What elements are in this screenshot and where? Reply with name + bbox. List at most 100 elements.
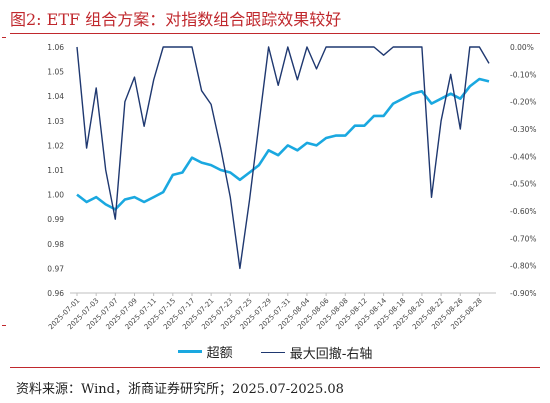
excess-point: [220, 169, 222, 171]
legend-item-excess: 超额: [177, 342, 233, 361]
y-left-tick-label: 0.98: [47, 240, 64, 249]
drawdown-point: [335, 46, 337, 48]
y-left-tick-label: 0.96: [47, 289, 64, 298]
drawdown-point: [86, 147, 88, 149]
drawdown-point: [431, 196, 433, 198]
excess-point: [162, 191, 164, 193]
y-left-tick-label: 0.99: [47, 215, 64, 224]
excess-point: [297, 149, 299, 151]
y-right-tick-label: -0.80%: [510, 262, 537, 271]
chart-legend: 超额 最大回撤-右轴: [0, 342, 550, 362]
excess-point: [325, 137, 327, 139]
drawdown-point: [258, 123, 260, 125]
drawdown-point: [191, 46, 193, 48]
excess-point: [335, 135, 337, 137]
drawdown-point: [450, 73, 452, 75]
legend-label-drawdown: 最大回撤-右轴: [289, 347, 373, 362]
drawdown-point: [306, 46, 308, 48]
excess-point: [249, 172, 251, 174]
legend-swatch-excess: [177, 350, 202, 353]
legend-item-drawdown: 最大回撤-右轴: [260, 343, 373, 362]
drawdown-point: [392, 46, 394, 48]
drawdown-point: [383, 54, 385, 56]
excess-point: [277, 154, 279, 156]
excess-point: [268, 149, 270, 151]
drawdown-point: [440, 120, 442, 122]
excess-point: [344, 135, 346, 137]
y-left-tick-label: 0.97: [47, 264, 64, 273]
excess-point: [239, 179, 241, 181]
legend-label-excess: 超额: [206, 346, 233, 361]
y-right-tick-label: -0.70%: [510, 234, 537, 243]
drawdown-point: [124, 101, 126, 103]
excess-point: [421, 90, 423, 92]
drawdown-point: [421, 46, 423, 48]
excess-point: [153, 196, 155, 198]
drawdown-point: [344, 46, 346, 48]
y-right-tick-label: -0.90%: [510, 289, 537, 298]
source-rule: [10, 367, 540, 368]
excess-point: [172, 174, 174, 176]
excess-point: [364, 125, 366, 127]
y-left-tick-label: 1.00: [47, 191, 64, 200]
excess-point: [105, 204, 107, 206]
drawdown-point: [182, 46, 184, 48]
y-right-tick-label: -0.40%: [510, 152, 537, 161]
excess-point: [479, 78, 481, 80]
excess-point: [450, 93, 452, 95]
drawdown-point: [210, 104, 212, 106]
drawdown-point: [220, 147, 222, 149]
drawdown-point: [201, 90, 203, 92]
figure-title: 图2: ETF 组合方案：对指数组合跟踪效果较好: [10, 10, 342, 29]
y-left-tick-label: 1.02: [47, 141, 64, 150]
excess-point: [488, 81, 490, 83]
y-right-tick-label: -0.20%: [510, 98, 537, 107]
drawdown-point: [153, 79, 155, 81]
excess-point: [316, 145, 318, 147]
excess-point: [431, 103, 433, 105]
drawdown-point: [411, 46, 413, 48]
corner-mark-top: [2, 37, 6, 38]
excess-point: [229, 172, 231, 174]
excess-point: [373, 115, 375, 117]
excess-point: [76, 194, 78, 196]
excess-point: [440, 98, 442, 100]
excess-point: [354, 125, 356, 127]
drawdown-point: [114, 218, 116, 220]
y-left-tick-label: 1.01: [47, 166, 64, 175]
drawdown-point: [402, 46, 404, 48]
drawdown-point: [316, 68, 318, 70]
drawdown-point: [172, 46, 174, 48]
drawdown-point: [162, 46, 164, 48]
excess-point: [201, 162, 203, 164]
drawdown-point: [268, 46, 270, 48]
drawdown-point: [95, 87, 97, 89]
excess-point: [411, 93, 413, 95]
drawdown-point: [469, 46, 471, 48]
drawdown-point: [488, 63, 490, 65]
drawdown-point: [354, 46, 356, 48]
drawdown-point: [76, 46, 78, 48]
excess-point: [383, 115, 385, 117]
drawdown-point: [325, 46, 327, 48]
excess-point: [210, 164, 212, 166]
y-left-tick-label: 1.06: [47, 43, 64, 52]
source-note: 资料来源：Wind，浙商证券研究所；2025.07-2025.08: [16, 382, 344, 397]
excess-point: [86, 201, 88, 203]
drawdown-point: [249, 199, 251, 201]
y-right-tick-label: -0.50%: [510, 180, 537, 189]
y-right-tick-label: -0.60%: [510, 207, 537, 216]
y-left-tick-label: 1.04: [47, 92, 64, 101]
excess-point: [402, 98, 404, 100]
excess-point: [143, 201, 145, 203]
drawdown-point: [277, 84, 279, 86]
excess-point: [306, 142, 308, 144]
excess-point: [258, 164, 260, 166]
excess-point: [124, 199, 126, 201]
series-line-drawdown: [76, 46, 490, 270]
y-left-tick-label: 1.05: [47, 68, 64, 77]
excess-point: [182, 172, 184, 174]
corner-mark-bottom: [2, 325, 6, 326]
drawdown-point: [229, 196, 231, 198]
chart-canvas: 0.96 0.97 0.98 0.99 1.00 1.01 1.02 1.03 1.04 1.05…: [47, 43, 537, 331]
